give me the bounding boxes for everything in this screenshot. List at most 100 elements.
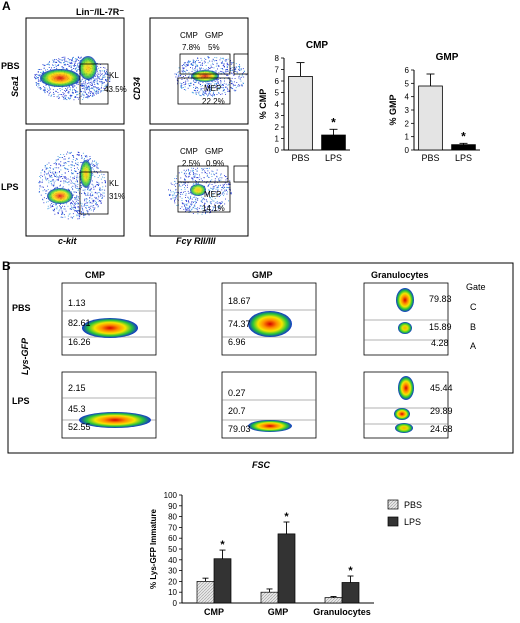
bar-lps-gmp — [277, 533, 296, 604]
y-tick-label: 30 — [168, 567, 177, 576]
bar-lps — [321, 134, 346, 151]
cmp-gmp-mep-plot-pbs: CMP GMP 7.8% 5% MEP 22.2% — [149, 17, 249, 125]
y-tick-label: 1 — [405, 133, 410, 142]
gate-letter-c: C — [470, 302, 477, 312]
lys-gfp-axis-label: Lys-GFP — [20, 337, 30, 375]
gfp-plot-lps-gmp: 0.27 20.7 79.03 — [221, 371, 317, 439]
mep-value-pbs: 22.2% — [202, 97, 225, 106]
column-header-cmp: CMP — [85, 270, 105, 280]
y-tick-label: 0 — [275, 146, 280, 155]
gfp-plot-lps-cmp: 2.15 45.3 52.55 — [61, 371, 157, 439]
gate-letter-a: A — [470, 341, 476, 351]
y-tick-label: 2 — [405, 119, 410, 128]
x-tick-label: Granulocytes — [313, 607, 371, 617]
gate-a-value-pbs-gmp: 6.96 — [228, 337, 246, 347]
x-tick-label: LPS — [455, 153, 472, 163]
gate-c-value-pbs-cmp: 1.13 — [68, 298, 86, 308]
y-tick-label: 80 — [168, 513, 177, 522]
y-tick-label: 90 — [168, 502, 177, 511]
y-tick-label: 3 — [275, 112, 280, 121]
bar-lps-granulocytes — [341, 582, 360, 604]
y-tick-label: 50 — [168, 545, 177, 554]
mep-value-lps: 14.1% — [202, 204, 225, 213]
legend-swatch-lps — [387, 516, 399, 527]
panel-b-letter: B — [2, 259, 11, 273]
x-tick-label: GMP — [268, 607, 289, 617]
lys-gfp-immature-bar-chart: % Lys-GFP Immature0102030405060708090100… — [149, 491, 422, 617]
gate-a-value-lps-cmp: 52.55 — [68, 422, 91, 432]
gate-b-value-lps-cmp: 45.3 — [68, 404, 86, 414]
x-tick-label: CMP — [204, 607, 224, 617]
x-tick-label: PBS — [421, 153, 439, 163]
gate-a-value-pbs-gran: 4.28 — [431, 338, 449, 348]
y-tick-label: 4 — [275, 100, 280, 109]
gate-b-value-pbs-gmp: 74.37 — [228, 319, 251, 329]
panel-a-letter: A — [2, 0, 11, 13]
cmp-label-lps: CMP — [180, 147, 198, 156]
column-header-gmp: GMP — [252, 270, 273, 280]
gate-b-value-lps-gran: 29.89 — [430, 406, 453, 416]
panel-b-frame — [7, 262, 514, 454]
gate-header: Gate — [466, 282, 486, 292]
gmp-bar-chart: GMP % GMP 0 1 2 3 4 5 6 PBS LPS * — [388, 52, 480, 163]
cmp-value-pbs: 7.8% — [182, 43, 200, 52]
bar-lps-cmp — [213, 558, 232, 604]
cmp-label-pbs: CMP — [180, 31, 198, 40]
kl-label-lps: KL — [109, 179, 119, 188]
y-tick-label: 4 — [405, 93, 410, 102]
y-axis-label: % GMP — [388, 94, 398, 125]
row-b-label-lps: LPS — [12, 396, 30, 406]
row-label-lps: LPS — [1, 182, 19, 192]
kl-plot-lps: KL 31% — [25, 129, 125, 237]
gate-b-value-pbs-gran: 15.89 — [429, 322, 452, 332]
legend-label-pbs: PBS — [404, 500, 422, 510]
gmp-label-lps: GMP — [205, 147, 223, 156]
y-tick-label: 6 — [275, 77, 280, 86]
cd34-axis-label: CD34 — [132, 77, 142, 100]
bar-pbs-gmp — [260, 591, 279, 604]
bar-pbs — [418, 85, 443, 151]
kl-value-pbs: 43.5% — [104, 85, 127, 94]
y-axis-label: % Lys-GFP Immature — [149, 508, 158, 589]
gate-a-value-lps-gran: 24.68 — [430, 424, 453, 434]
gfp-plot-pbs-cmp: 1.13 82.61 16.26 — [61, 282, 157, 356]
cmp-bar-chart: CMP % CMP 0 1 2 3 4 5 6 7 8 PBS LPS * — [258, 40, 350, 163]
fcgamma-axis-label: Fcγ RII/III — [176, 236, 216, 246]
y-tick-label: 6 — [405, 66, 410, 75]
y-tick-label: 0 — [173, 599, 178, 608]
y-tick-label: 60 — [168, 534, 177, 543]
y-tick-label: 5 — [275, 89, 280, 98]
gate-c-value-lps-gmp: 0.27 — [228, 388, 246, 398]
gfp-plot-lps-granulocytes: 45.44 29.89 24.68 — [363, 371, 453, 439]
gfp-plot-pbs-granulocytes: 79.83 15.89 4.28 — [363, 282, 452, 356]
x-tick-label: PBS — [291, 153, 309, 163]
gfp-plot-pbs-gmp: 18.67 74.37 6.96 — [221, 282, 317, 356]
legend-swatch-pbs — [387, 499, 399, 510]
y-tick-label: 40 — [168, 556, 177, 565]
y-tick-label: 0 — [405, 146, 410, 155]
kl-label-pbs: KL — [109, 71, 119, 80]
gate-letter-b: B — [470, 322, 476, 332]
y-tick-label: 8 — [275, 54, 280, 63]
y-tick-label: 1 — [275, 135, 280, 144]
kl-plot-pbs: KL 43.5% — [25, 17, 127, 125]
mep-label-pbs: MEP — [204, 84, 221, 93]
y-axis-label: % CMP — [258, 89, 268, 120]
chart-title: GMP — [436, 52, 459, 63]
significance-star: * — [331, 115, 336, 129]
y-tick-label: 70 — [168, 523, 177, 532]
chart-title: CMP — [306, 40, 329, 51]
row-label-pbs: PBS — [1, 61, 20, 71]
gate-b-value-pbs-cmp: 82.61 — [68, 318, 91, 328]
gmp-label-pbs: GMP — [205, 31, 223, 40]
gate-c-value-lps-gran: 45.44 — [430, 383, 453, 393]
kl-value-lps: 31% — [109, 192, 125, 201]
legend-label-lps: LPS — [404, 517, 421, 527]
significance-star: * — [348, 565, 353, 577]
gate-c-value-lps-cmp: 2.15 — [68, 383, 86, 393]
y-tick-label: 5 — [405, 79, 410, 88]
row-b-label-pbs: PBS — [12, 303, 31, 313]
gate-a-value-pbs-cmp: 16.26 — [68, 337, 91, 347]
panel-a-header: Lin⁻/IL-7R⁻ — [76, 7, 124, 17]
